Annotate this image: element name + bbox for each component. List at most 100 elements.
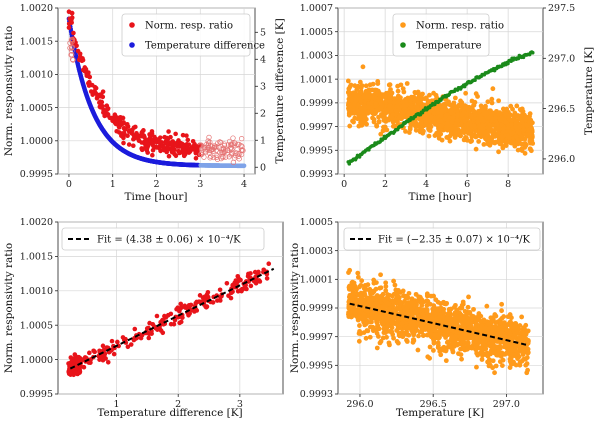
ratio-point-excluded — [230, 135, 236, 141]
ratio-point — [360, 64, 366, 70]
ratio-point — [463, 332, 468, 338]
ratio-point — [372, 95, 378, 101]
ratio-point — [361, 94, 367, 100]
ratio-point — [416, 295, 422, 301]
ratio-point — [75, 48, 81, 54]
y2-tick-label: 296.5 — [548, 104, 575, 115]
ratio-point — [151, 143, 156, 149]
ratio-point — [352, 83, 358, 89]
ratio-point — [481, 141, 487, 147]
ratio-point — [389, 115, 394, 120]
ratio-point — [356, 123, 362, 129]
ratio-point — [458, 352, 464, 357]
ratio-point — [506, 329, 512, 335]
ratio-point-excluded — [70, 57, 76, 63]
ratio-point — [449, 110, 454, 116]
ratio-point — [509, 361, 515, 367]
ratio-point — [370, 290, 376, 296]
ratio-point — [419, 125, 425, 131]
ratio-point — [490, 365, 495, 371]
ratio-point — [387, 313, 393, 319]
ratio-point — [187, 311, 192, 316]
ratio-point — [474, 364, 479, 370]
ratio-point — [168, 321, 174, 327]
legend-norm-resp-ratio-b: Norm. resp. ratio — [416, 21, 504, 32]
ratio-point — [391, 278, 397, 284]
ratio-point — [105, 360, 111, 365]
y2-tick-label: 0 — [260, 162, 266, 173]
ratio-point — [395, 317, 401, 323]
panel-b-legend-box — [392, 13, 490, 57]
panel-ratio-vs-temperature: 296.0 296.5 297.00.99930.99950.99970.99991… — [289, 217, 544, 419]
ratio-point — [380, 128, 386, 134]
ratio-point — [375, 79, 381, 84]
ratio-point — [485, 330, 491, 335]
ratio-point — [224, 281, 230, 286]
ratio-point-excluded — [218, 139, 224, 146]
ratio-point — [427, 344, 433, 350]
legend-temperature-difference: Temperature difference — [145, 41, 265, 52]
ratio-point — [515, 329, 521, 335]
ratio-point — [493, 115, 498, 121]
ratio-point — [406, 332, 412, 338]
ratio-point-excluded — [207, 139, 213, 145]
legend-norm-resp-ratio: Norm. resp. ratio — [145, 21, 233, 32]
ratio-point — [460, 301, 466, 307]
y-tick-label: 0.9999 — [300, 303, 333, 314]
ratio-point — [345, 78, 351, 84]
ratio-point-excluded — [217, 150, 223, 156]
ratio-point — [481, 118, 487, 124]
ratio-point — [486, 363, 492, 369]
ratio-point — [427, 330, 433, 336]
ratio-point — [366, 298, 372, 304]
ratio-point — [514, 103, 520, 109]
ratio-point — [523, 322, 529, 328]
ratio-point — [205, 294, 211, 300]
ratio-point-excluded — [230, 159, 237, 166]
ratio-point — [473, 343, 479, 349]
ratio-point — [244, 286, 249, 292]
ratio-point — [121, 126, 127, 131]
ratio-point — [493, 313, 499, 319]
panel-a-y2label: Temperature difference [K] — [274, 18, 286, 163]
y-tick-label: 0.9997 — [300, 332, 333, 343]
ratio-point — [132, 326, 138, 332]
y-tick-label: 0.9995 — [20, 169, 53, 180]
ratio-point — [374, 320, 380, 326]
ratio-point — [356, 338, 362, 344]
ratio-point — [228, 295, 234, 301]
ratio-point — [346, 86, 352, 92]
ratio-point — [426, 133, 432, 139]
ratio-point — [463, 134, 468, 140]
ratio-point — [126, 142, 132, 147]
ratio-point — [355, 270, 361, 276]
ratio-point — [195, 144, 200, 150]
ratio-point — [483, 346, 489, 352]
ratio-point — [217, 287, 223, 293]
ratio-point — [180, 132, 186, 138]
y-tick-label: 1.0015 — [20, 36, 53, 47]
ratio-point — [445, 316, 451, 322]
ratio-point — [80, 56, 85, 61]
ratio-point — [177, 150, 182, 156]
ratio-point — [486, 321, 491, 327]
ratio-point — [438, 352, 444, 358]
ratio-point — [463, 122, 469, 127]
ratio-point — [529, 132, 535, 138]
ratio-point — [406, 110, 412, 116]
ratio-point — [346, 285, 352, 290]
ratio-point-excluded — [217, 139, 223, 145]
ratio-point — [266, 261, 272, 266]
ratio-point — [205, 289, 211, 295]
ratio-point — [496, 98, 502, 104]
panel-ratio-vs-temperature-difference: 1 2 30.99951.00001.00051.00101.00151.0020 … — [3, 217, 284, 419]
ratio-point-excluded — [221, 141, 228, 147]
ratio-point — [447, 138, 453, 144]
ratio-point — [439, 108, 445, 113]
ratio-point — [86, 79, 92, 85]
ratio-point-excluded — [199, 146, 205, 152]
x-tick-label: 2 — [175, 399, 181, 410]
ratio-point — [504, 133, 510, 138]
ratio-point — [73, 370, 79, 375]
ratio-point — [234, 281, 239, 287]
